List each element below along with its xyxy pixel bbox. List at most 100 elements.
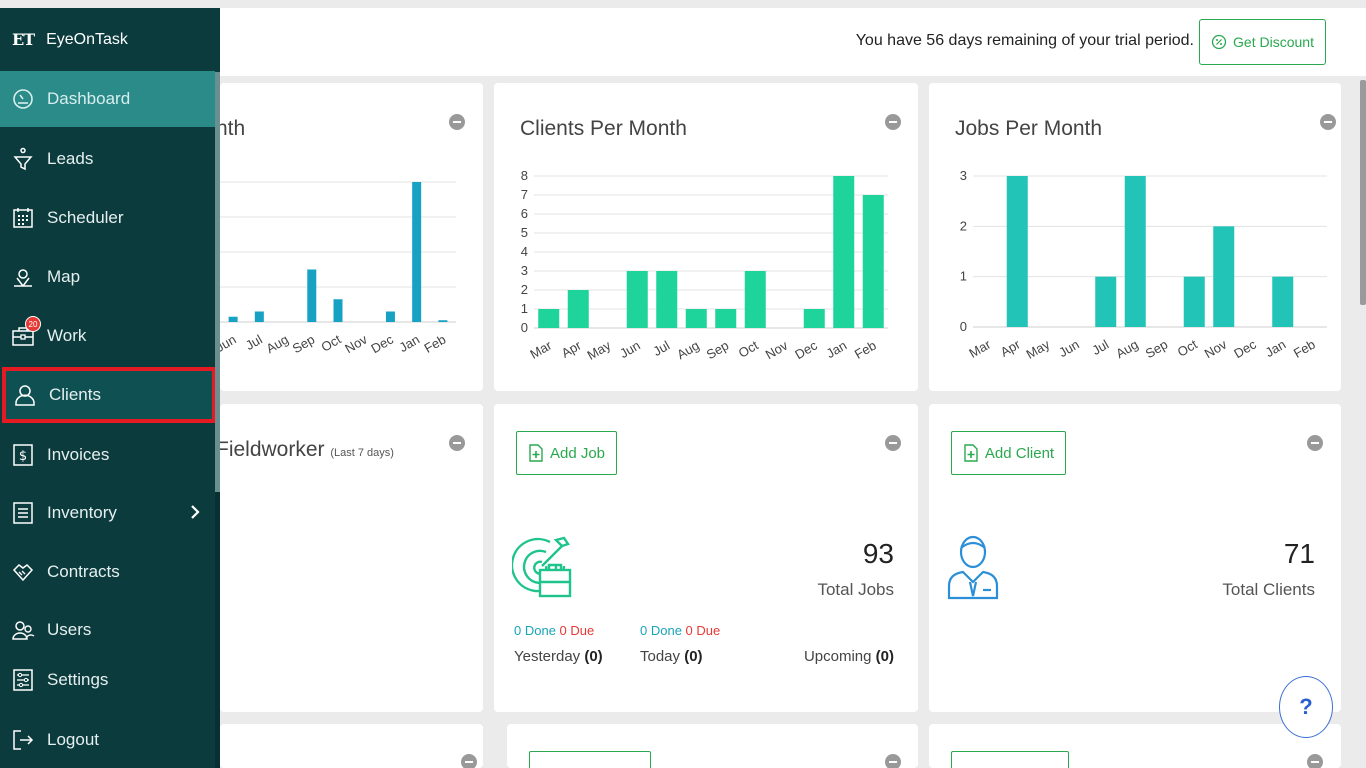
x-tick-label: Dec xyxy=(792,337,820,362)
x-tick-label: Dec xyxy=(1231,336,1259,361)
sidebar-item-inventory[interactable]: Inventory xyxy=(0,485,215,541)
sidebar-item-label: Scheduler xyxy=(47,208,124,227)
bottom-card-3-button[interactable] xyxy=(951,751,1069,768)
bar[interactable] xyxy=(1124,176,1146,327)
x-tick-label: Sep xyxy=(290,332,318,357)
help-button[interactable]: ? xyxy=(1279,676,1333,738)
sidebar-scrollbar-thumb[interactable] xyxy=(215,72,220,492)
bar[interactable] xyxy=(833,176,855,328)
today-due: 0 Due xyxy=(685,623,721,638)
collapse-icon[interactable] xyxy=(885,754,901,768)
bottom-card-2 xyxy=(507,724,918,768)
sidebar-item-clients[interactable]: Clients xyxy=(2,367,216,423)
sliders-icon xyxy=(10,667,36,693)
bar[interactable] xyxy=(656,271,678,328)
sidebar-item-map[interactable]: Map xyxy=(0,249,215,305)
brand-name: EyeOnTask xyxy=(46,30,128,48)
bar[interactable] xyxy=(333,299,343,322)
x-tick-label: Jun xyxy=(220,332,239,355)
bar[interactable] xyxy=(744,271,766,328)
bar[interactable] xyxy=(685,309,707,328)
sidebar-item-dashboard[interactable]: Dashboard xyxy=(0,71,215,127)
bar[interactable] xyxy=(1183,276,1205,327)
sidebar-item-label: Users xyxy=(47,620,92,639)
users-icon xyxy=(10,617,36,643)
jobs-summary-card: Add Job 93 Total Jobs 0 Done 0 Due 0 Don… xyxy=(494,404,918,712)
bar[interactable] xyxy=(412,182,422,322)
total-clients-count: 71 xyxy=(1283,538,1315,569)
add-job-button[interactable]: Add Job xyxy=(516,431,617,475)
bar[interactable] xyxy=(715,309,737,328)
sidebar-item-leads[interactable]: Leads xyxy=(0,131,215,187)
get-discount-button[interactable]: Get Discount xyxy=(1199,19,1326,65)
yesterday-label: Yesterday xyxy=(514,648,581,665)
x-tick-label: Oct xyxy=(1175,336,1200,359)
bar[interactable] xyxy=(626,271,648,328)
sidebar-item-contracts[interactable]: Contracts xyxy=(0,544,215,600)
bar[interactable] xyxy=(254,311,264,323)
brand[interactable]: ET EyeOnTask xyxy=(0,8,220,71)
bar[interactable] xyxy=(385,311,395,323)
bar[interactable] xyxy=(538,309,560,328)
sidebar-item-label: Work xyxy=(47,326,87,345)
map-pin-icon xyxy=(10,264,36,290)
chevron-right-icon[interactable] xyxy=(189,502,201,522)
bar[interactable] xyxy=(1095,276,1117,327)
collapse-icon[interactable] xyxy=(449,435,465,451)
sidebar-item-logout[interactable]: Logout xyxy=(0,712,215,768)
bar[interactable] xyxy=(228,316,238,322)
sidebar-item-scheduler[interactable]: Scheduler xyxy=(0,190,215,246)
bar[interactable] xyxy=(862,195,884,328)
x-tick-label: Jul xyxy=(243,332,265,353)
bottom-card-2-button[interactable] xyxy=(529,751,651,768)
collapse-icon[interactable] xyxy=(885,114,901,130)
y-tick-label: 1 xyxy=(960,269,967,284)
leads-per-month-card: nth Jun Jul Aug Sep Oct Nov Dec Jan Feb xyxy=(220,83,483,391)
trial-notice: You have 56 days remaining of your trial… xyxy=(855,32,1194,49)
add-client-button[interactable]: Add Client xyxy=(951,431,1066,475)
bar[interactable] xyxy=(307,269,317,323)
sidebar-item-label: Map xyxy=(47,267,81,286)
bottom-card-1 xyxy=(220,724,483,768)
yesterday-status: 0 Done 0 Due xyxy=(514,623,594,638)
collapse-icon[interactable] xyxy=(1307,435,1323,451)
page-scrollbar-thumb[interactable] xyxy=(1360,80,1366,305)
sidebar-item-users[interactable]: Users xyxy=(0,602,215,658)
collapse-icon[interactable] xyxy=(1307,754,1323,768)
total-jobs-label: Total Jobs xyxy=(817,580,894,599)
collapse-icon[interactable] xyxy=(1320,114,1336,130)
yesterday-done: 0 Done xyxy=(514,623,556,638)
discount-icon xyxy=(1211,34,1227,50)
sidebar-item-settings[interactable]: Settings xyxy=(0,652,215,708)
today-stat[interactable]: Today (0) xyxy=(640,648,703,665)
add-file-icon xyxy=(964,444,978,462)
x-tick-label: Apr xyxy=(559,337,585,360)
sidebar-item-label: Clients xyxy=(49,385,101,404)
add-file-icon xyxy=(529,444,543,462)
bar[interactable] xyxy=(438,320,448,322)
bar[interactable] xyxy=(1272,276,1294,327)
clients-per-month-card: Clients Per Month 0 1 2 3 4 5 6 7 8 Mar Apr May Jun J… xyxy=(494,83,918,391)
yesterday-stat[interactable]: Yesterday (0) xyxy=(514,648,603,665)
collapse-icon[interactable] xyxy=(461,754,477,768)
bar[interactable] xyxy=(567,290,589,328)
x-tick-label: Jun xyxy=(1056,337,1082,360)
x-tick-label: Aug xyxy=(674,338,702,363)
handshake-icon xyxy=(10,559,36,585)
target-briefcase-icon xyxy=(512,536,572,598)
top-bar: You have 56 days remaining of your trial… xyxy=(220,8,1366,76)
y-tick-label: 0 xyxy=(960,319,967,334)
yesterday-count: (0) xyxy=(584,648,603,665)
sidebar-item-work[interactable]: 20 Work xyxy=(0,308,215,364)
bar[interactable] xyxy=(1213,226,1235,327)
sidebar-item-invoices[interactable]: $ Invoices xyxy=(0,427,215,483)
bar[interactable] xyxy=(1006,176,1028,327)
jobs-per-month-card: Jobs Per Month 0 1 2 3 Mar Apr May Jun Jul Aug Sep… xyxy=(929,83,1341,391)
card-title: nth xyxy=(220,117,246,140)
upcoming-stat[interactable]: Upcoming (0) xyxy=(804,648,894,665)
bar[interactable] xyxy=(803,309,825,328)
x-tick-label: Feb xyxy=(852,338,879,362)
collapse-icon[interactable] xyxy=(449,114,465,130)
x-tick-label: Apr xyxy=(998,336,1024,359)
collapse-icon[interactable] xyxy=(885,435,901,451)
